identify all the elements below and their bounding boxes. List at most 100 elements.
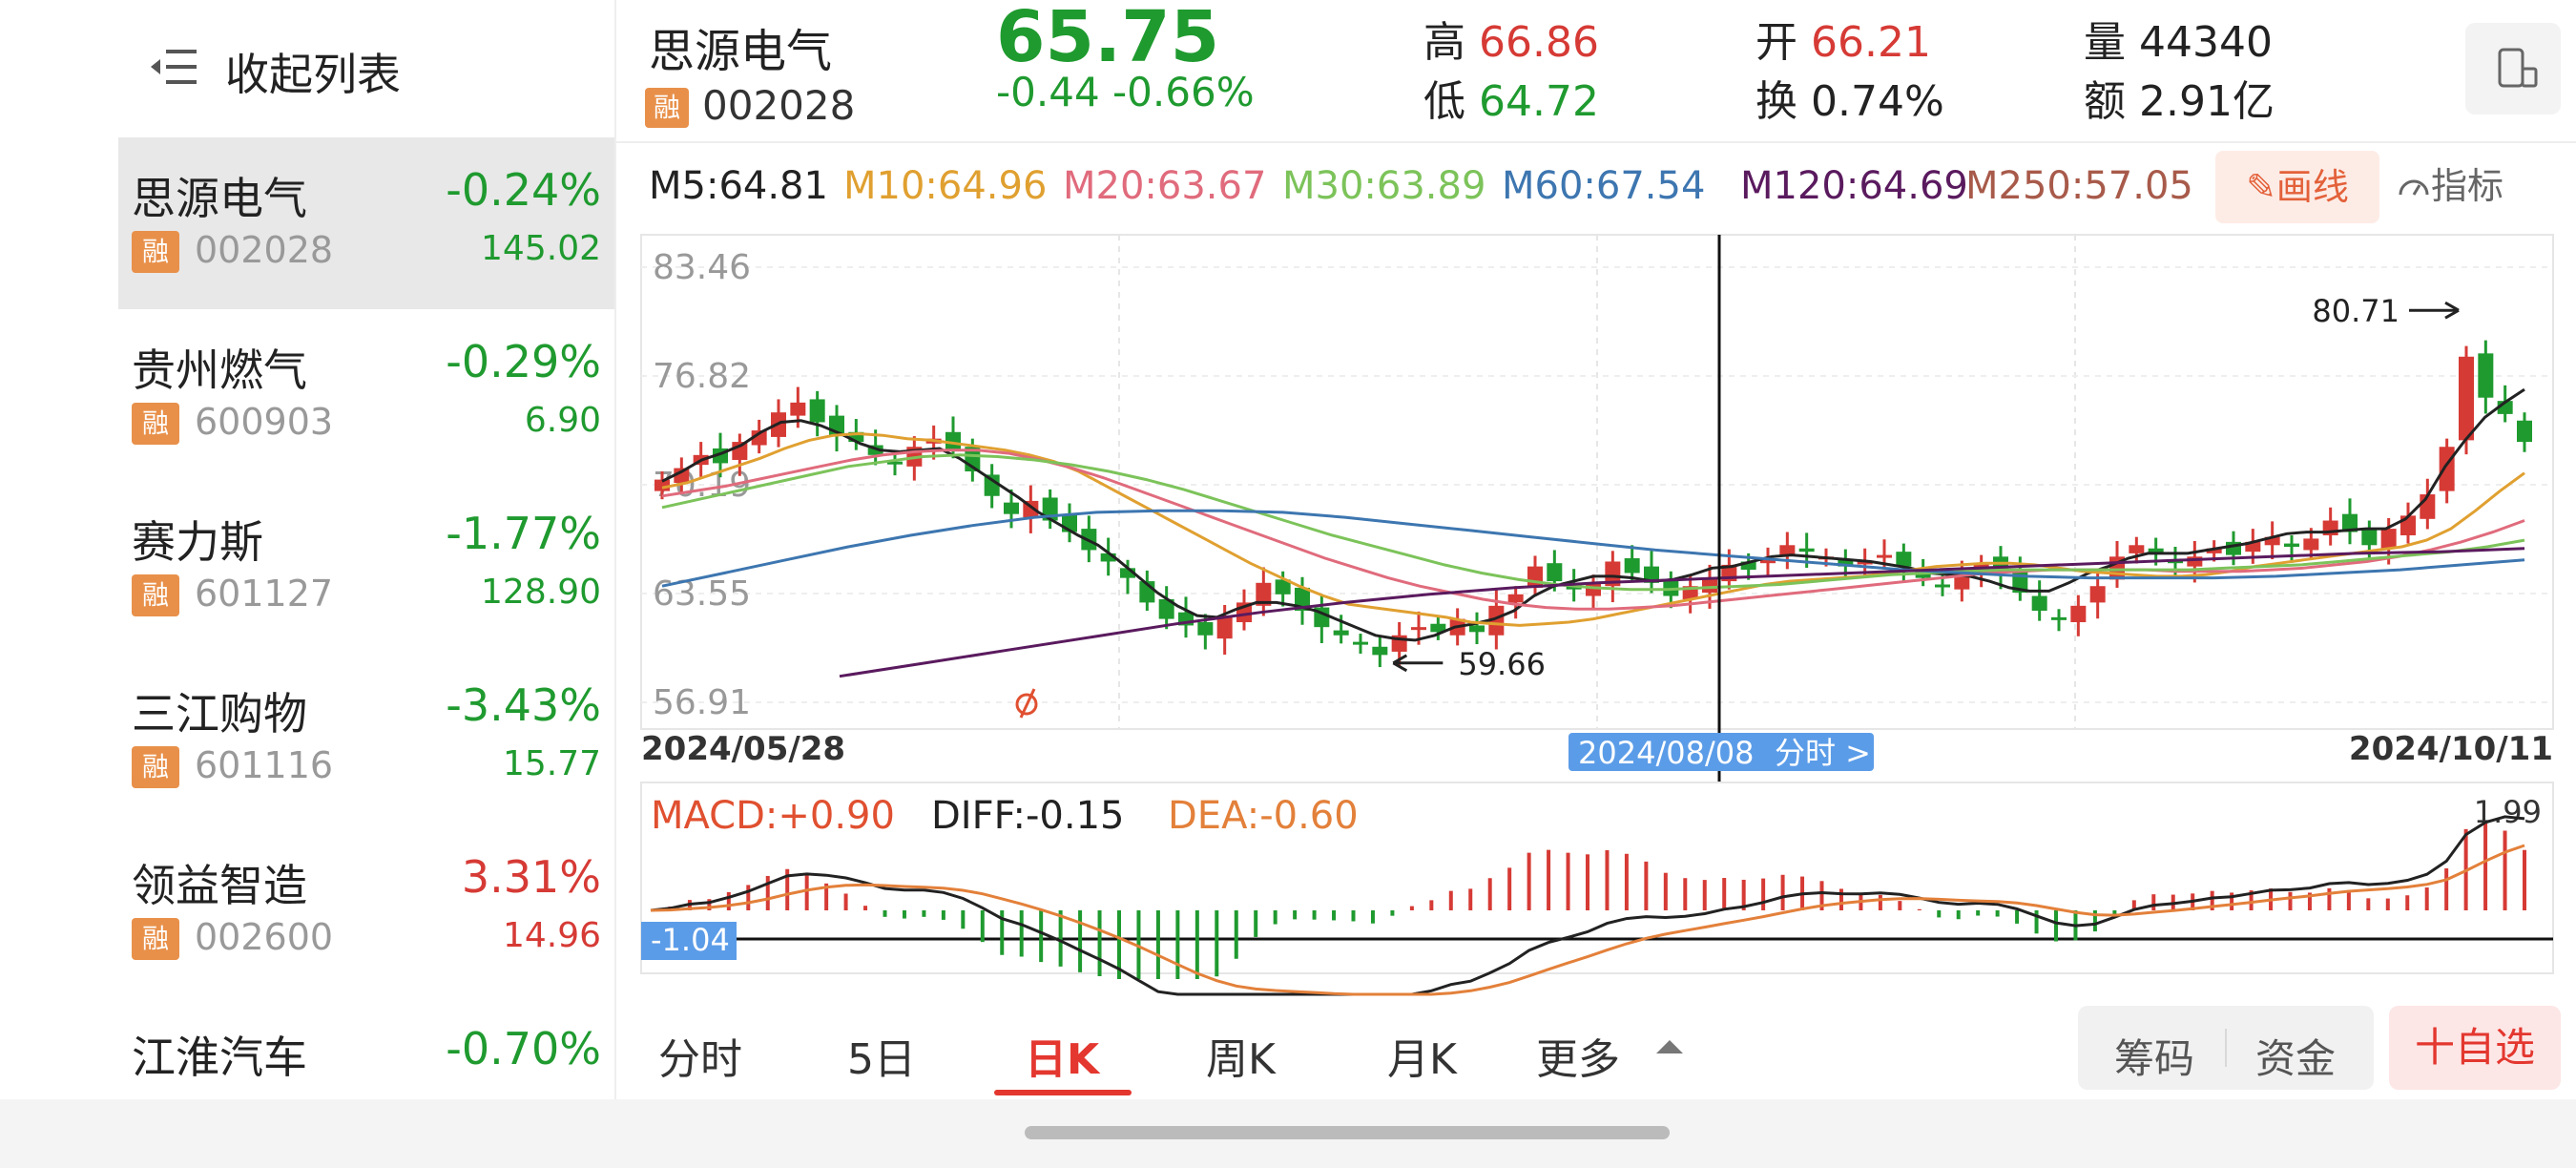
watchlist-item[interactable]: 领益智造 3.31% 融 002600 14.96 (118, 824, 614, 996)
max-price-label: 80.71 (2312, 293, 2399, 329)
turnover-label: 换 (1755, 77, 1797, 126)
amount-label: 额 (2084, 77, 2126, 126)
candle-body (1275, 579, 1291, 594)
collapse-list-button[interactable]: 收起列表 (118, 0, 614, 137)
x-start-date: 2024/05/28 (641, 730, 845, 768)
turnover-value: 0.74% (1811, 77, 1944, 126)
candle-body (1353, 641, 1368, 645)
tab-5[interactable]: 更多 (1536, 1035, 1620, 1084)
tab-2[interactable]: 日K (1025, 1035, 1100, 1084)
chip-zijin[interactable]: 资金 (2255, 1035, 2337, 1082)
chip-chouma[interactable]: 筹码 (2114, 1035, 2195, 1082)
tab-0[interactable]: 分时 (658, 1035, 742, 1084)
watchlist-item-code: 600903 (195, 401, 334, 443)
collapse-list-label: 收起列表 (225, 49, 401, 100)
candle-body (1798, 548, 1815, 553)
add-to-watchlist-button[interactable]: 十自选 (2389, 1006, 2561, 1090)
candle-body (2051, 616, 2067, 620)
candle-body (2517, 420, 2532, 443)
open-value: 66.21 (1811, 18, 1931, 67)
watchlist-item[interactable]: 江淮汽车 -0.70% (118, 996, 614, 1099)
candle-body (1760, 558, 1776, 564)
open-label: 开 (1755, 18, 1797, 67)
candle-body (2400, 515, 2416, 535)
macd-panel (640, 782, 2554, 974)
candle-body (2459, 356, 2474, 441)
watchlist-item-change: 3.31% (461, 851, 601, 903)
stock-code: 002028 (702, 82, 856, 129)
rotate-screen-button[interactable] (2465, 23, 2561, 115)
current-price: 65.75 (996, 0, 1220, 78)
ma-value: M250:57.05 (1965, 164, 2193, 208)
y-tick-label: 83.46 (653, 248, 751, 287)
amount-value: 2.91亿 (2139, 77, 2275, 126)
candle-body (2342, 513, 2358, 532)
candle-body (1507, 594, 1524, 603)
intraday-link: 分时 > (1775, 735, 1871, 771)
candle-body (1411, 627, 1426, 631)
turnover-field: 换 0.74% (1755, 67, 1944, 128)
watchlist-item-price: 6.90 (524, 401, 601, 440)
phone-rotate-icon (2498, 48, 2538, 88)
candle-body (1158, 598, 1174, 619)
watchlist-item[interactable]: 贵州燃气 -0.29% 融 600903 6.90 (118, 309, 614, 481)
home-indicator[interactable] (1025, 1126, 1670, 1139)
indicator-button[interactable]: 指标 (2397, 156, 2503, 209)
candle-body (2303, 538, 2319, 551)
moving-average-bar: M5:64.81 M10:64.96 M20:63.67 M30:63.89 M60:6… (616, 143, 2576, 229)
max-arrow-head (2444, 301, 2460, 320)
candle-body (1935, 584, 1950, 588)
watchlist-item[interactable]: 三江购物 -3.43% 融 601116 15.77 (118, 653, 614, 824)
candle-body (1838, 559, 1854, 567)
watchlist-item-name: 三江购物 (132, 688, 307, 740)
watchlist-item-name: 贵州燃气 (132, 344, 307, 396)
candle-body (790, 402, 806, 416)
candle-body (2380, 529, 2397, 549)
watchlist-item-change: -0.24% (446, 164, 601, 216)
candle-body (2264, 536, 2280, 546)
candle-body (1004, 502, 1019, 514)
watchlist-item[interactable]: 思源电气 -0.24% 融 002028 145.02 (118, 137, 614, 309)
candle-body (1857, 561, 1873, 565)
margin-badge: 融 (132, 918, 179, 960)
candle-body (1197, 622, 1214, 636)
candle-body (751, 430, 767, 446)
tab-3[interactable]: 周K (1206, 1035, 1276, 1084)
watchlist-item-name: 江淮汽车 (132, 1032, 307, 1083)
dividend-marker-slash (1019, 688, 1036, 719)
ma-value: M60:67.54 (1502, 164, 1706, 208)
watchlist-item[interactable]: 赛力斯 -1.77% 融 601127 128.90 (118, 481, 614, 653)
watchlist-item-change: -0.70% (446, 1023, 601, 1074)
ma-line-M120 (839, 547, 2525, 678)
candle-body (945, 431, 961, 450)
diff-line (650, 815, 2525, 996)
watchlist-item-price: 14.96 (502, 916, 601, 955)
price-change: -0.44 -0.66% (996, 69, 1255, 115)
more-caret-icon (1656, 1040, 1683, 1053)
diff-label: DIFF:-0.15 (931, 794, 1124, 838)
tab-4[interactable]: 月K (1387, 1035, 1457, 1084)
candle-body (2478, 353, 2494, 398)
x-end-date: 2024/10/11 (2349, 730, 2553, 768)
ma-line-M30 (661, 453, 2525, 592)
draw-line-button[interactable]: ✎画线 (2215, 151, 2379, 223)
indicator-label: 指标 (2431, 165, 2504, 207)
tab-1[interactable]: 5日 (847, 1035, 916, 1084)
candle-body (2361, 529, 2378, 546)
candle-body (1954, 575, 1970, 590)
volume-label: 量 (2084, 18, 2126, 67)
watchlist-item-change: -0.29% (446, 336, 601, 387)
dividend-marker-icon (1015, 693, 1038, 716)
candle-body (2439, 447, 2455, 491)
margin-badge: 融 (132, 231, 179, 273)
low-field: 低 64.72 (1423, 67, 1599, 128)
ma-value: M120:64.69 (1740, 164, 1968, 208)
stock-name: 思源电气 (649, 25, 833, 78)
candle-body (1430, 623, 1446, 633)
candle-body (984, 474, 1000, 496)
indicator-gauge-icon (2399, 179, 2429, 196)
stock-header: 思源电气 融 002028 65.75 -0.44 -0.66% 高 66.86… (616, 0, 2576, 143)
candle-body (1740, 561, 1756, 571)
high-value: 66.86 (1479, 18, 1599, 67)
